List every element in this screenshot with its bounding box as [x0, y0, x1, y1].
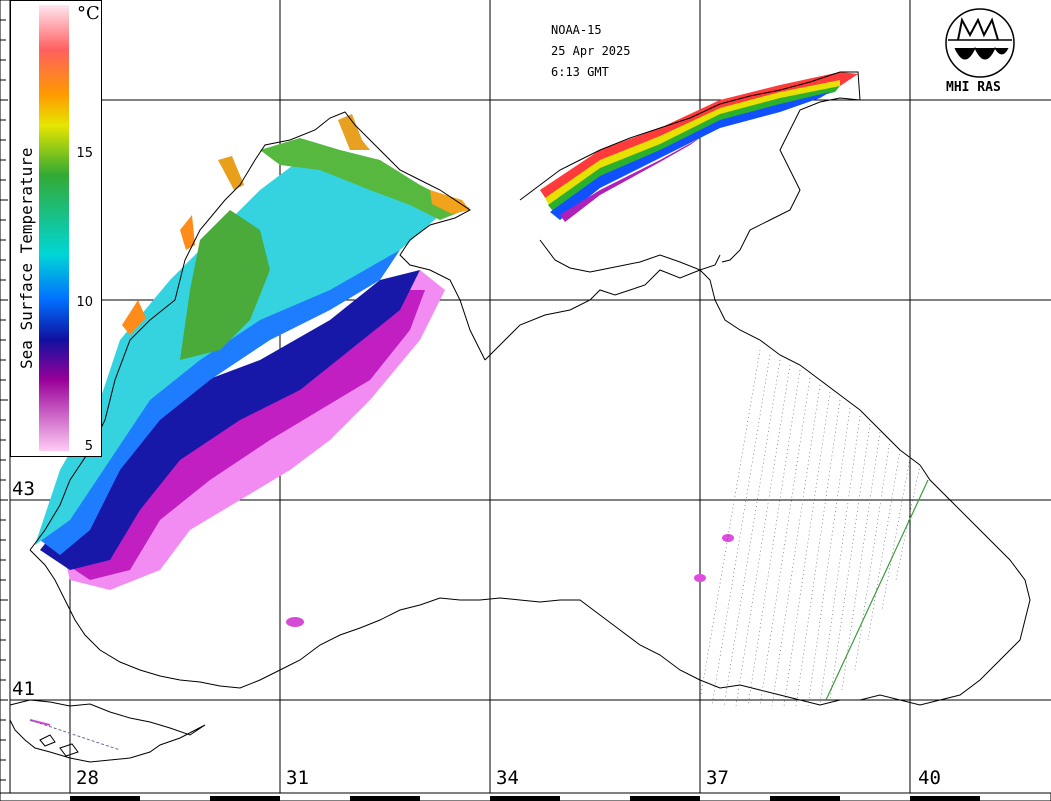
coast-kerch: [539, 239, 721, 273]
lon-label-34: 34: [496, 767, 519, 789]
legend-tick-10: 10: [76, 295, 93, 310]
legend-colorbar: [39, 5, 69, 451]
sst-bright-blue: [40, 250, 400, 555]
lon-label-40: 40: [918, 767, 941, 789]
organization-label: MHI RAS: [946, 80, 1001, 95]
legend-title: Sea Surface Temperature: [17, 147, 36, 369]
sst-spot: [722, 534, 734, 542]
satellite-info: NOAA-15 25 Apr 2025 6:13 GMT: [551, 20, 630, 83]
satellite-name: NOAA-15: [551, 23, 602, 37]
legend-tick-15: 15: [76, 146, 93, 161]
sst-warm-lagoon: [338, 114, 370, 150]
swath-boundary-marmara: [29, 719, 121, 751]
sst-green: [180, 210, 270, 360]
sst-cyan: [35, 160, 440, 545]
swath-boundary: [825, 479, 929, 701]
sst-mid-blue: [40, 270, 420, 570]
coast-islands: [39, 734, 79, 757]
legend-tick-5: 5: [84, 439, 93, 454]
lon-label-28: 28: [76, 767, 99, 789]
legend: °C 15 10 5 Sea Surface Temperature: [10, 0, 102, 457]
acquisition-time: 6:13 GMT: [551, 65, 609, 79]
lon-label-37: 37: [706, 767, 729, 789]
azov-magenta: [560, 138, 700, 222]
left-ruler: [0, 19, 8, 781]
acquisition-date: 25 Apr 2025: [551, 44, 631, 58]
sst-warm-coast: [430, 190, 470, 214]
lon-label-31: 31: [286, 767, 309, 789]
coast-crimea: [484, 269, 921, 466]
coast-marmara: [9, 699, 206, 763]
coast-east: [29, 464, 1031, 706]
lat-label-43: 43: [12, 478, 35, 500]
sst-warm-liman: [218, 156, 244, 190]
swath-edge-hatch: [699, 349, 921, 707]
sst-spot: [694, 574, 706, 582]
sst-spot-strait: [29, 719, 51, 726]
legend-unit: °C: [77, 3, 100, 24]
coast-azov-north: [519, 71, 861, 263]
sst-warm-west: [180, 215, 195, 250]
bottom-ruler: [0, 792, 1051, 801]
mhi-logo: [945, 8, 1015, 78]
coastline: [9, 71, 1031, 763]
coast-west: [29, 111, 486, 551]
lat-label-41: 41: [12, 678, 35, 700]
sst-warm-west-2: [122, 300, 146, 335]
sst-spot: [286, 617, 304, 627]
sst-field: [29, 72, 858, 726]
sst-green-top: [260, 138, 470, 220]
